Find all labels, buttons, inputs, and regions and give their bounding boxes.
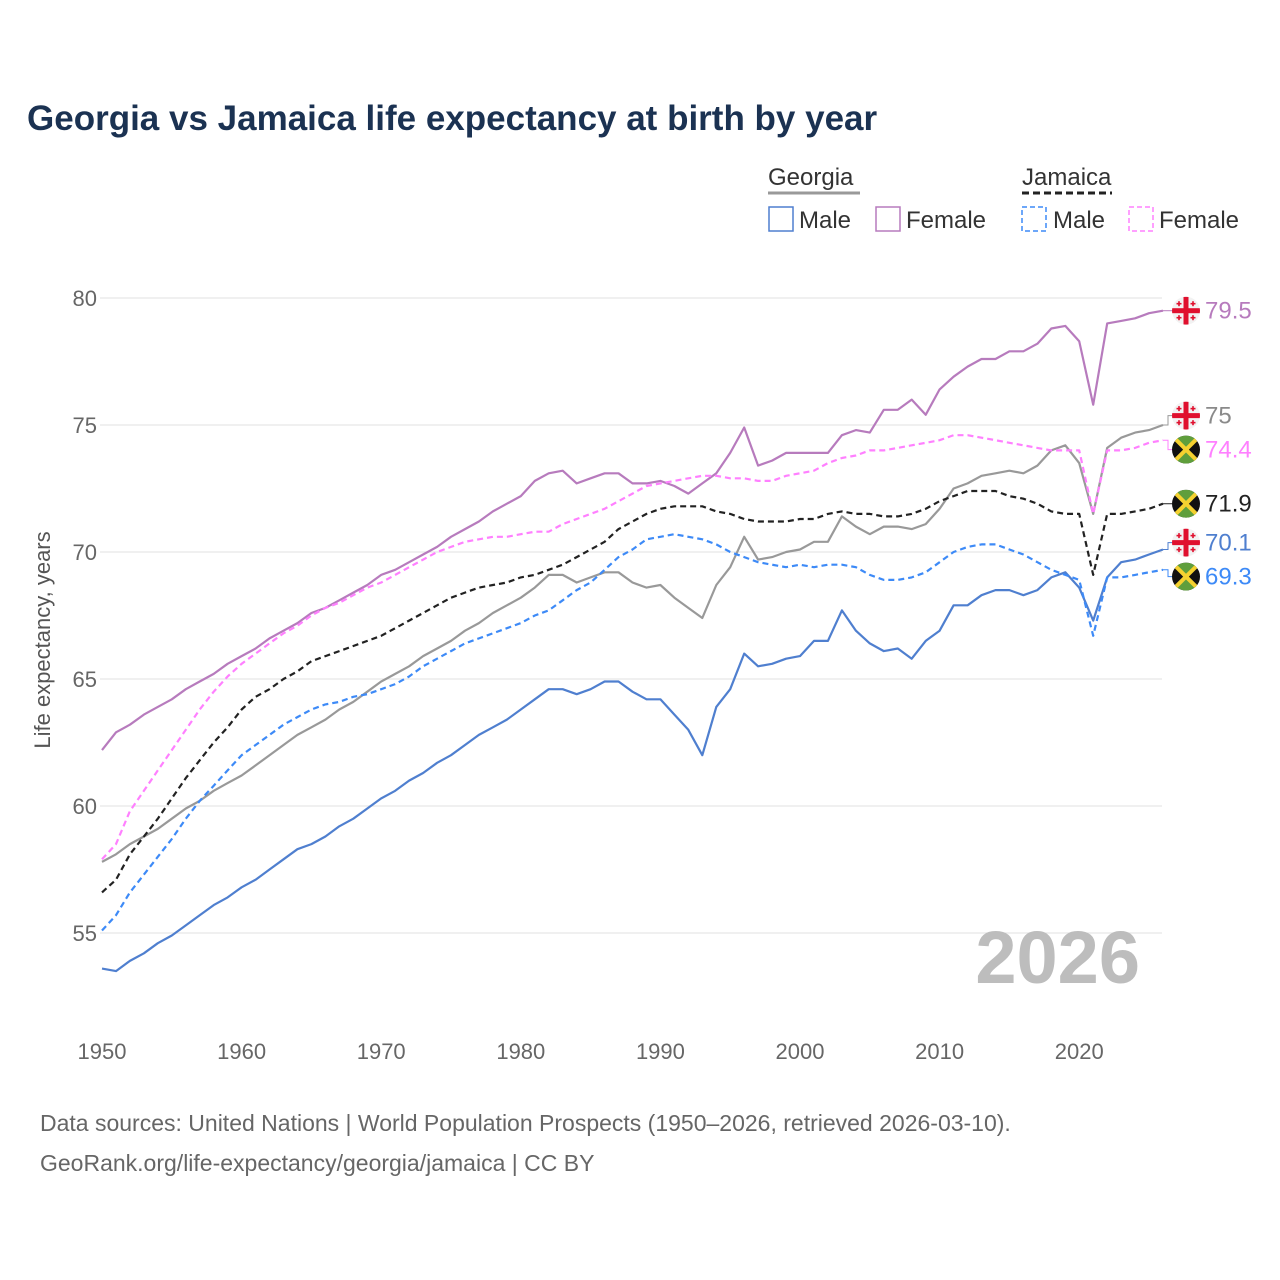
x-tick-label: 1950 bbox=[78, 1039, 127, 1064]
end-label-jamaica-total: 71.9 bbox=[1163, 489, 1252, 518]
x-axis-ticks: 1950 1960 1970 1980 1990 2000 2010 2020 bbox=[78, 1039, 1104, 1064]
x-tick-label: 1970 bbox=[357, 1039, 406, 1064]
series-lines bbox=[101, 309, 1164, 973]
leader-line bbox=[1163, 415, 1172, 426]
leader-line bbox=[1163, 439, 1172, 451]
legend-label-georgia-male: Male bbox=[799, 207, 851, 234]
y-tick-label: 65 bbox=[73, 667, 97, 692]
gridlines bbox=[100, 297, 1162, 934]
leader-line bbox=[1163, 542, 1172, 550]
legend-swatch-jamaica-female bbox=[1128, 206, 1154, 232]
y-axis-ticks: 55 60 65 70 75 80 bbox=[73, 286, 97, 946]
y-axis-label: Life expectancy, years bbox=[30, 531, 55, 748]
series-line-jamaica-female bbox=[101, 434, 1164, 861]
y-tick-label: 55 bbox=[73, 921, 97, 946]
x-tick-label: 2020 bbox=[1055, 1039, 1104, 1064]
leader-line bbox=[1163, 569, 1172, 578]
georgia-flag-icon bbox=[1172, 528, 1200, 557]
footer-attribution: GeoRank.org/life-expectancy/georgia/jama… bbox=[40, 1150, 594, 1176]
footer-sources: Data sources: United Nations | World Pop… bbox=[40, 1110, 1011, 1136]
legend-label-jamaica-female: Female bbox=[1159, 207, 1239, 234]
series-line-jamaica-male bbox=[101, 533, 1164, 932]
legend-swatch-georgia-female bbox=[875, 206, 901, 232]
current-year-label: 2026 bbox=[975, 916, 1140, 999]
georgia-flag-icon bbox=[1172, 296, 1200, 325]
series-line-georgia-total bbox=[101, 423, 1164, 863]
end-label-jamaica-female: 74.4 bbox=[1163, 435, 1252, 464]
end-label-georgia-female: 79.5 bbox=[1163, 296, 1252, 325]
jamaica-flag-icon bbox=[1172, 435, 1200, 464]
x-tick-label: 2000 bbox=[776, 1039, 825, 1064]
legend-label-jamaica-male: Male bbox=[1053, 207, 1105, 234]
y-tick-label: 80 bbox=[73, 286, 97, 311]
jamaica-flag-icon bbox=[1172, 562, 1200, 591]
end-label-georgia-male: 70.1 bbox=[1163, 528, 1252, 557]
y-tick-label: 75 bbox=[73, 413, 97, 438]
end-value-label: 70.1 bbox=[1205, 530, 1252, 557]
end-label-jamaica-male: 69.3 bbox=[1163, 562, 1252, 591]
end-value-label: 75 bbox=[1205, 403, 1232, 430]
end-value-label: 71.9 bbox=[1205, 491, 1252, 518]
y-tick-label: 60 bbox=[73, 794, 97, 819]
jamaica-flag-icon bbox=[1172, 489, 1200, 518]
x-tick-label: 1960 bbox=[217, 1039, 266, 1064]
x-tick-label: 1990 bbox=[636, 1039, 685, 1064]
end-value-label: 79.5 bbox=[1205, 298, 1252, 325]
end-value-label: 69.3 bbox=[1205, 564, 1252, 591]
legend-label-georgia-female: Female bbox=[906, 207, 986, 234]
series-line-georgia-female bbox=[101, 309, 1164, 751]
x-tick-label: 1980 bbox=[496, 1039, 545, 1064]
series-line-jamaica-total bbox=[101, 489, 1164, 894]
end-labels: 79.5 75 74.4 71.9 70.1 69.3 bbox=[1163, 296, 1252, 591]
legend-group-jamaica: Jamaica bbox=[1022, 164, 1112, 191]
georgia-flag-icon bbox=[1172, 401, 1200, 430]
series-line-georgia-male bbox=[101, 548, 1164, 973]
x-tick-label: 2010 bbox=[915, 1039, 964, 1064]
legend-group-georgia: Georgia bbox=[768, 164, 854, 191]
end-value-label: 74.4 bbox=[1205, 437, 1252, 464]
y-tick-label: 70 bbox=[73, 540, 97, 565]
end-label-georgia-total: 75 bbox=[1163, 401, 1232, 430]
legend: Georgia Jamaica Male Female Male Female bbox=[768, 164, 1239, 234]
legend-swatch-georgia-male bbox=[768, 206, 794, 232]
chart-title: Georgia vs Jamaica life expectancy at bi… bbox=[27, 99, 878, 138]
legend-swatch-jamaica-male bbox=[1021, 206, 1047, 232]
